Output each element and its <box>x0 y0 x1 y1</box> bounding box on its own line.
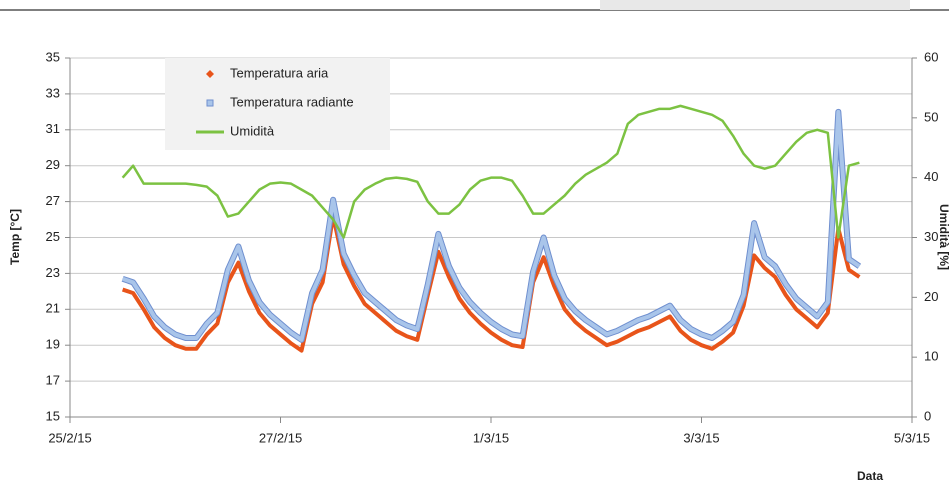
y-tick-label: 35 <box>46 49 60 64</box>
y-tick-label: 25 <box>46 229 60 244</box>
chart: Temp [°C] Umidità [%] Data 15 17 19 21 23 25 2… <box>0 0 949 495</box>
y-axis-title: Temp [°C] <box>8 209 22 265</box>
legend-label: Temperatura radiante <box>230 94 354 109</box>
legend: Temperatura aria Temperatura radiante Umid… <box>165 58 390 150</box>
x-tick-label: 3/3/15 <box>683 430 719 445</box>
y-tick-label: 33 <box>46 85 60 100</box>
x-tick-label: 27/2/15 <box>259 430 302 445</box>
x-tick-label: 25/2/15 <box>48 430 91 445</box>
y2-tick-label: 40 <box>924 169 938 184</box>
y2-tick-label: 10 <box>924 349 938 364</box>
y-tick-label: 27 <box>46 193 60 208</box>
x-tick-label: 1/3/15 <box>473 430 509 445</box>
x-tick-label: 5/3/15 <box>894 430 930 445</box>
legend-label: Umidità <box>230 123 275 138</box>
y-tick-label: 29 <box>46 157 60 172</box>
y-tick-label: 17 <box>46 373 60 388</box>
y2-tick-label: 20 <box>924 289 938 304</box>
y2-tick-label: 30 <box>924 229 938 244</box>
y-tick-label: 21 <box>46 301 60 316</box>
page: Temp [°C] Umidità [%] Data 15 17 19 21 23 25 2… <box>0 0 949 495</box>
y-tick-label: 15 <box>46 408 60 423</box>
y2-tick-label: 60 <box>924 49 938 64</box>
y2-tick-label: 50 <box>924 109 938 124</box>
y2-tick-label: 0 <box>924 408 931 423</box>
y-tick-label: 19 <box>46 337 60 352</box>
series-line <box>123 216 860 351</box>
x-axis-title: Data <box>857 469 883 483</box>
y-tick-label: 31 <box>46 121 60 136</box>
header-image <box>600 0 910 10</box>
y-tick-label: 23 <box>46 265 60 280</box>
legend-symbol <box>207 100 213 106</box>
legend-label: Temperatura aria <box>230 65 329 80</box>
y2-axis-title: Umidità [%] <box>937 204 949 270</box>
